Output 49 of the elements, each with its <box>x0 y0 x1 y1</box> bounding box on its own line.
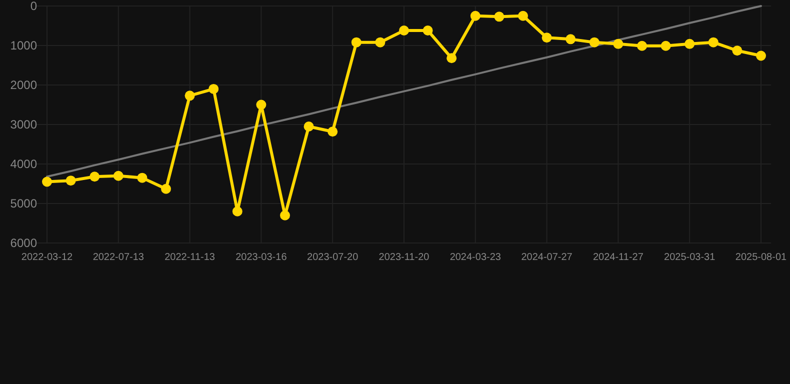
point <box>328 126 338 137</box>
point <box>518 10 528 21</box>
y-tick-label: 1000 <box>10 38 38 53</box>
x-tick-label: 2023-03-16 <box>236 252 288 263</box>
point <box>208 84 219 94</box>
point <box>470 10 480 21</box>
y-tick-label: 3000 <box>10 118 38 132</box>
point <box>161 184 171 194</box>
y-tick-label: 4000 <box>10 157 38 172</box>
point <box>446 53 457 64</box>
point <box>494 12 504 22</box>
point <box>113 170 124 181</box>
y-tick-label: 5000 <box>10 196 38 211</box>
x-tick-label: 2022-11-13 <box>164 252 216 263</box>
y-tick-label: 0 <box>30 0 38 14</box>
point <box>542 32 552 43</box>
point <box>42 176 52 187</box>
point <box>684 38 695 49</box>
point <box>589 37 600 48</box>
point <box>613 38 624 49</box>
point <box>422 25 433 36</box>
x-tick-label: 2025-08-01 <box>735 252 788 263</box>
x-tick-label: 2022-07-13 <box>92 252 144 263</box>
point <box>256 100 266 110</box>
point <box>566 34 576 44</box>
point <box>637 40 647 51</box>
point <box>184 90 195 101</box>
x-tick-label: 2022-03-12 <box>21 252 74 263</box>
point <box>660 40 671 51</box>
point <box>66 176 76 186</box>
point <box>708 37 718 48</box>
point <box>137 172 148 183</box>
x-tick-label: 2023-11-20 <box>378 252 430 263</box>
x-tick-label: 2024-07-27 <box>521 252 573 263</box>
x-tick-label: 2025-03-31 <box>664 252 716 263</box>
x-tick-label: 2024-11-27 <box>592 252 644 263</box>
y-tick-label: 6000 <box>10 236 38 250</box>
x-tick-label: 2024-03-23 <box>450 252 502 263</box>
point <box>280 210 290 220</box>
point <box>304 121 314 132</box>
x-tick-label: 2023-07-20 <box>307 252 359 263</box>
point <box>756 50 766 61</box>
point <box>90 172 100 182</box>
point <box>351 37 362 48</box>
point <box>399 25 409 36</box>
y-tick-label: 2000 <box>10 78 38 92</box>
point <box>732 46 742 56</box>
point <box>375 37 386 48</box>
point <box>232 206 242 216</box>
